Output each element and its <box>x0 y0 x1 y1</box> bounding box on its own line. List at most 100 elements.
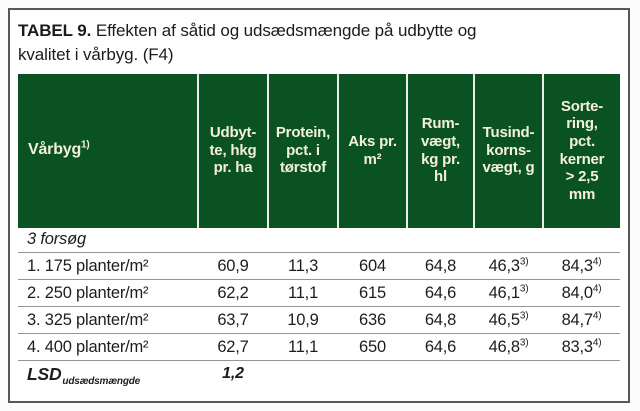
row-label: 3. 325 planter/m² <box>27 310 149 329</box>
value-cell: 62,7 <box>198 334 268 361</box>
value-cell: 636 <box>338 307 407 334</box>
value-cell: 650 <box>338 334 407 361</box>
cell-value: 84,3 <box>561 256 594 275</box>
value-cell: 84,74) <box>543 307 620 334</box>
footnote-marker: 3) <box>519 337 529 349</box>
lsd-subscript: udsædsmængde <box>62 375 141 387</box>
cell-value: 11,1 <box>287 283 319 302</box>
column-header-0: Vårbyg1) <box>18 73 198 228</box>
table-row-group: 3 forsøg <box>18 228 620 253</box>
cell-value: 11,3 <box>287 256 319 275</box>
value-cell: 46,53) <box>474 307 543 334</box>
footnote-marker: 3) <box>519 256 529 268</box>
cell-value: 650 <box>359 337 386 356</box>
value-cell: 64,8 <box>407 253 474 280</box>
value-cell: 64,8 <box>407 307 474 334</box>
column-header-label: Sorte- ring, pct. kerner > 2,5 mm <box>559 97 605 203</box>
value-cell <box>407 361 474 388</box>
value-cell: 46,83) <box>474 334 543 361</box>
footnote-marker: 3) <box>519 283 529 295</box>
row-label-cell: 1. 175 planter/m² <box>18 253 198 280</box>
value-cell: 615 <box>338 280 407 307</box>
row-label-cell: 3. 325 planter/m² <box>18 307 198 334</box>
table-body: 3 forsøg 1. 175 planter/m² 60,9 11,3 604 64,8… <box>18 228 620 388</box>
row-label-cell: 4. 400 planter/m² <box>18 334 198 361</box>
row-label: 4. 400 planter/m² <box>27 337 149 356</box>
value-cell: 60,9 <box>198 253 268 280</box>
column-header-label: Rum- vægt, kg pr. hl <box>420 115 460 186</box>
column-header-label: Udbyt- te, hkg pr. ha <box>209 124 257 177</box>
cell-value: 46,8 <box>488 337 521 356</box>
value-cell: 83,34) <box>543 334 620 361</box>
value-cell: 11,1 <box>268 280 338 307</box>
footnote-marker: 4) <box>592 310 602 322</box>
value-cell: 604 <box>338 253 407 280</box>
column-header-2: Protein, pct. i tørstof <box>267 73 338 228</box>
group-row-label: 3 forsøg <box>27 230 86 249</box>
column-header-label: Protein, pct. i tørstof <box>275 124 331 177</box>
footnote-marker: 4) <box>592 337 602 349</box>
footnote-marker: 4) <box>592 256 602 268</box>
cell-value: 64,6 <box>424 337 457 356</box>
footnote-marker: 4) <box>592 283 602 295</box>
table-title-text: Effekten af såtid og udsædsmængde på udb… <box>18 21 477 65</box>
column-header-5: Tusind- korns- vægt, g <box>473 73 543 228</box>
table-row-2: 2. 250 planter/m² 62,2 11,1 615 64,6 46,13) 84… <box>18 280 620 307</box>
cell-value: 62,2 <box>217 283 249 302</box>
cell-value: 604 <box>359 256 386 275</box>
column-header-label: Tusind- korns- vægt, g <box>482 124 535 177</box>
value-cell: 63,7 <box>198 307 268 334</box>
value-cell <box>268 361 338 388</box>
cell-value: 64,8 <box>424 256 457 275</box>
table-card: TABEL 9. Effekten af såtid og udsædsmæng… <box>8 8 630 403</box>
cell-value: 10,9 <box>287 310 319 329</box>
table-row-4: 4. 400 planter/m² 62,7 11,1 650 64,6 46,83) 83… <box>18 334 620 361</box>
cell-value: 84,0 <box>561 283 594 302</box>
cell-value: 63,7 <box>217 310 249 329</box>
cell-value: 46,3 <box>488 256 521 275</box>
cell-value: 62,7 <box>217 337 249 356</box>
cell-value: 64,6 <box>424 283 457 302</box>
cell-value: 46,1 <box>488 283 521 302</box>
table-row-3: 3. 325 planter/m² 63,7 10,9 636 64,8 46,53) 84… <box>18 307 620 334</box>
cell-value: 64,8 <box>424 310 457 329</box>
footnote-marker: 3) <box>519 310 529 322</box>
value-cell: 46,33) <box>474 253 543 280</box>
value-cell: 64,6 <box>407 280 474 307</box>
value-cell: 46,13) <box>474 280 543 307</box>
column-header-4: Rum- vægt, kg pr. hl <box>406 73 474 228</box>
cell-value: 84,7 <box>561 310 594 329</box>
value-cell: 10,9 <box>268 307 338 334</box>
table-wrapper: Vårbyg1) Udbyt- te, hkg pr. ha Protein, pc… <box>10 73 628 388</box>
value-cell <box>474 361 543 388</box>
cell-value: 60,9 <box>217 256 249 275</box>
row-label: 2. 250 planter/m² <box>27 283 149 302</box>
column-header-label: Vårbyg <box>28 141 82 159</box>
row-label-cell: LSDudsædsmængde <box>18 361 198 388</box>
row-label: LSD <box>27 363 62 384</box>
table-title: TABEL 9. Effekten af såtid og udsædsmæng… <box>10 10 628 74</box>
column-header-1: Udbyt- te, hkg pr. ha <box>197 73 268 228</box>
table-row-1: 1. 175 planter/m² 60,9 11,3 604 64,8 46,33) 84… <box>18 253 620 280</box>
value-cell <box>543 361 620 388</box>
value-cell <box>338 361 407 388</box>
row-label-cell: 2. 250 planter/m² <box>18 280 198 307</box>
value-cell: 64,6 <box>407 334 474 361</box>
table-header: Vårbyg1) Udbyt- te, hkg pr. ha Protein, pc… <box>18 73 620 228</box>
footnote-marker: 1) <box>81 139 90 151</box>
cell-value: 615 <box>359 283 386 302</box>
value-cell: 62,2 <box>198 280 268 307</box>
cell-value: 11,1 <box>287 337 319 356</box>
cell-value: 636 <box>359 310 386 329</box>
row-label: 1. 175 planter/m² <box>27 256 149 275</box>
column-header-6: Sorte- ring, pct. kerner > 2,5 mm <box>542 73 620 228</box>
value-cell: 84,04) <box>543 280 620 307</box>
data-table: Vårbyg1) Udbyt- te, hkg pr. ha Protein, pc… <box>18 73 620 388</box>
column-header-3: Aks pr. m² <box>337 73 407 228</box>
cell-value: 46,5 <box>488 310 521 329</box>
column-header-label: Aks pr. m² <box>348 132 397 168</box>
cell-value: 83,3 <box>561 337 594 356</box>
value-cell: 11,3 <box>268 253 338 280</box>
table-row-lsd: LSDudsædsmængde 1,2 <box>18 361 620 388</box>
value-cell: 84,34) <box>543 253 620 280</box>
